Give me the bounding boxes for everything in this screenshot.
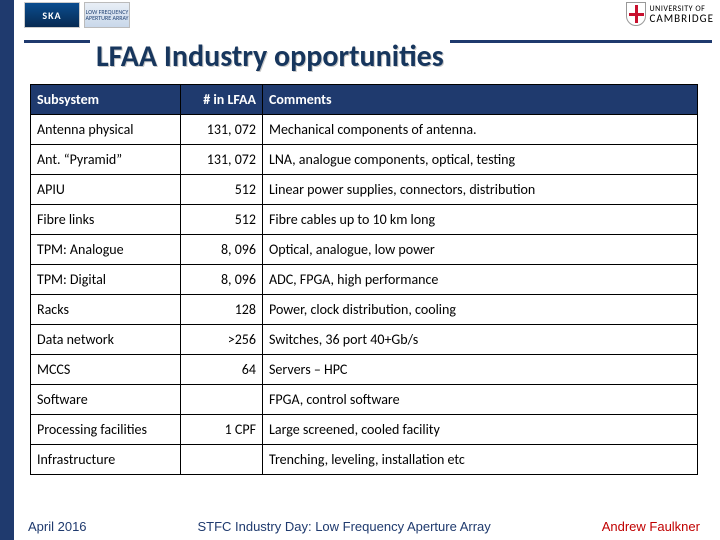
cell-count: 8, 096 bbox=[181, 265, 263, 295]
table-row: Racks128Power, clock distribution, cooli… bbox=[31, 295, 698, 325]
cell-subsystem: Data network bbox=[31, 325, 181, 355]
cell-count: 512 bbox=[181, 175, 263, 205]
cell-subsystem: Antenna physical bbox=[31, 115, 181, 145]
cell-subsystem: Processing facilities bbox=[31, 415, 181, 445]
side-accent-bar bbox=[0, 0, 14, 540]
cell-comments: Linear power supplies, connectors, distr… bbox=[263, 175, 698, 205]
page-title: LFAA Industry opportunities bbox=[90, 38, 450, 75]
ska-logo: SKA bbox=[24, 2, 80, 28]
cell-subsystem: MCCS bbox=[31, 355, 181, 385]
cell-comments: Fibre cables up to 10 km long bbox=[263, 205, 698, 235]
table-row: Processing facilities1 CPFLarge screened… bbox=[31, 415, 698, 445]
cell-subsystem: Ant. “Pyramid” bbox=[31, 145, 181, 175]
col-subsystem: Subsystem bbox=[31, 85, 181, 115]
cell-comments: Switches, 36 port 40+Gb/s bbox=[263, 325, 698, 355]
footer-title: STFC Industry Day: Low Frequency Apertur… bbox=[197, 519, 490, 534]
cell-count: 8, 096 bbox=[181, 235, 263, 265]
table-header-row: Subsystem # in LFAA Comments bbox=[31, 85, 698, 115]
cell-subsystem: Infrastructure bbox=[31, 445, 181, 475]
col-comments: Comments bbox=[263, 85, 698, 115]
shield-icon bbox=[626, 2, 646, 26]
cell-comments: Servers – HPC bbox=[263, 355, 698, 385]
table-row: TPM: Analogue8, 096Optical, analogue, lo… bbox=[31, 235, 698, 265]
cell-comments: Mechanical components of antenna. bbox=[263, 115, 698, 145]
col-count: # in LFAA bbox=[181, 85, 263, 115]
opportunities-table: Subsystem # in LFAA Comments Antenna phy… bbox=[30, 84, 698, 475]
cambridge-logo: UNIVERSITY OF CAMBRIDGE bbox=[626, 2, 714, 26]
cell-subsystem: Software bbox=[31, 385, 181, 415]
cell-count: 131, 072 bbox=[181, 145, 263, 175]
cell-comments: FPGA, control software bbox=[263, 385, 698, 415]
cell-count bbox=[181, 385, 263, 415]
cambridge-bottom: CAMBRIDGE bbox=[650, 13, 714, 24]
cell-count: 128 bbox=[181, 295, 263, 325]
table-row: MCCS64Servers – HPC bbox=[31, 355, 698, 385]
table-row: Infrastructure Trenching, leveling, insta… bbox=[31, 445, 698, 475]
cell-count: 1 CPF bbox=[181, 415, 263, 445]
cell-subsystem: TPM: Analogue bbox=[31, 235, 181, 265]
table-row: Fibre links512Fibre cables up to 10 km l… bbox=[31, 205, 698, 235]
table-container: Subsystem # in LFAA Comments Antenna phy… bbox=[30, 84, 698, 475]
cell-count: 131, 072 bbox=[181, 115, 263, 145]
cell-subsystem: APIU bbox=[31, 175, 181, 205]
footer-date: April 2016 bbox=[28, 519, 87, 534]
footer: April 2016 STFC Industry Day: Low Freque… bbox=[0, 519, 720, 534]
cell-count: 64 bbox=[181, 355, 263, 385]
table-row: Antenna physical131, 072Mechanical compo… bbox=[31, 115, 698, 145]
cell-count bbox=[181, 445, 263, 475]
cell-count: 512 bbox=[181, 205, 263, 235]
cell-subsystem: TPM: Digital bbox=[31, 265, 181, 295]
table-row: Software FPGA, control software bbox=[31, 385, 698, 415]
logo-left-group: SKA LOW FREQUENCY APERTURE ARRAY bbox=[24, 2, 130, 28]
aperture-logo: LOW FREQUENCY APERTURE ARRAY bbox=[84, 2, 130, 28]
table-row: APIU512Linear power supplies, connectors… bbox=[31, 175, 698, 205]
cell-comments: Large screened, cooled facility bbox=[263, 415, 698, 445]
cell-comments: Optical, analogue, low power bbox=[263, 235, 698, 265]
cambridge-text: UNIVERSITY OF CAMBRIDGE bbox=[650, 5, 714, 24]
cell-comments: Trenching, leveling, installation etc bbox=[263, 445, 698, 475]
footer-author: Andrew Faulkner bbox=[602, 519, 700, 534]
table-row: TPM: Digital8, 096ADC, FPGA, high perfor… bbox=[31, 265, 698, 295]
table-row: Ant. “Pyramid”131, 072LNA, analogue comp… bbox=[31, 145, 698, 175]
cell-subsystem: Racks bbox=[31, 295, 181, 325]
cell-count: >256 bbox=[181, 325, 263, 355]
cell-comments: Power, clock distribution, cooling bbox=[263, 295, 698, 325]
cell-comments: ADC, FPGA, high performance bbox=[263, 265, 698, 295]
cell-subsystem: Fibre links bbox=[31, 205, 181, 235]
table-row: Data network>256Switches, 36 port 40+Gb/… bbox=[31, 325, 698, 355]
cell-comments: LNA, analogue components, optical, testi… bbox=[263, 145, 698, 175]
